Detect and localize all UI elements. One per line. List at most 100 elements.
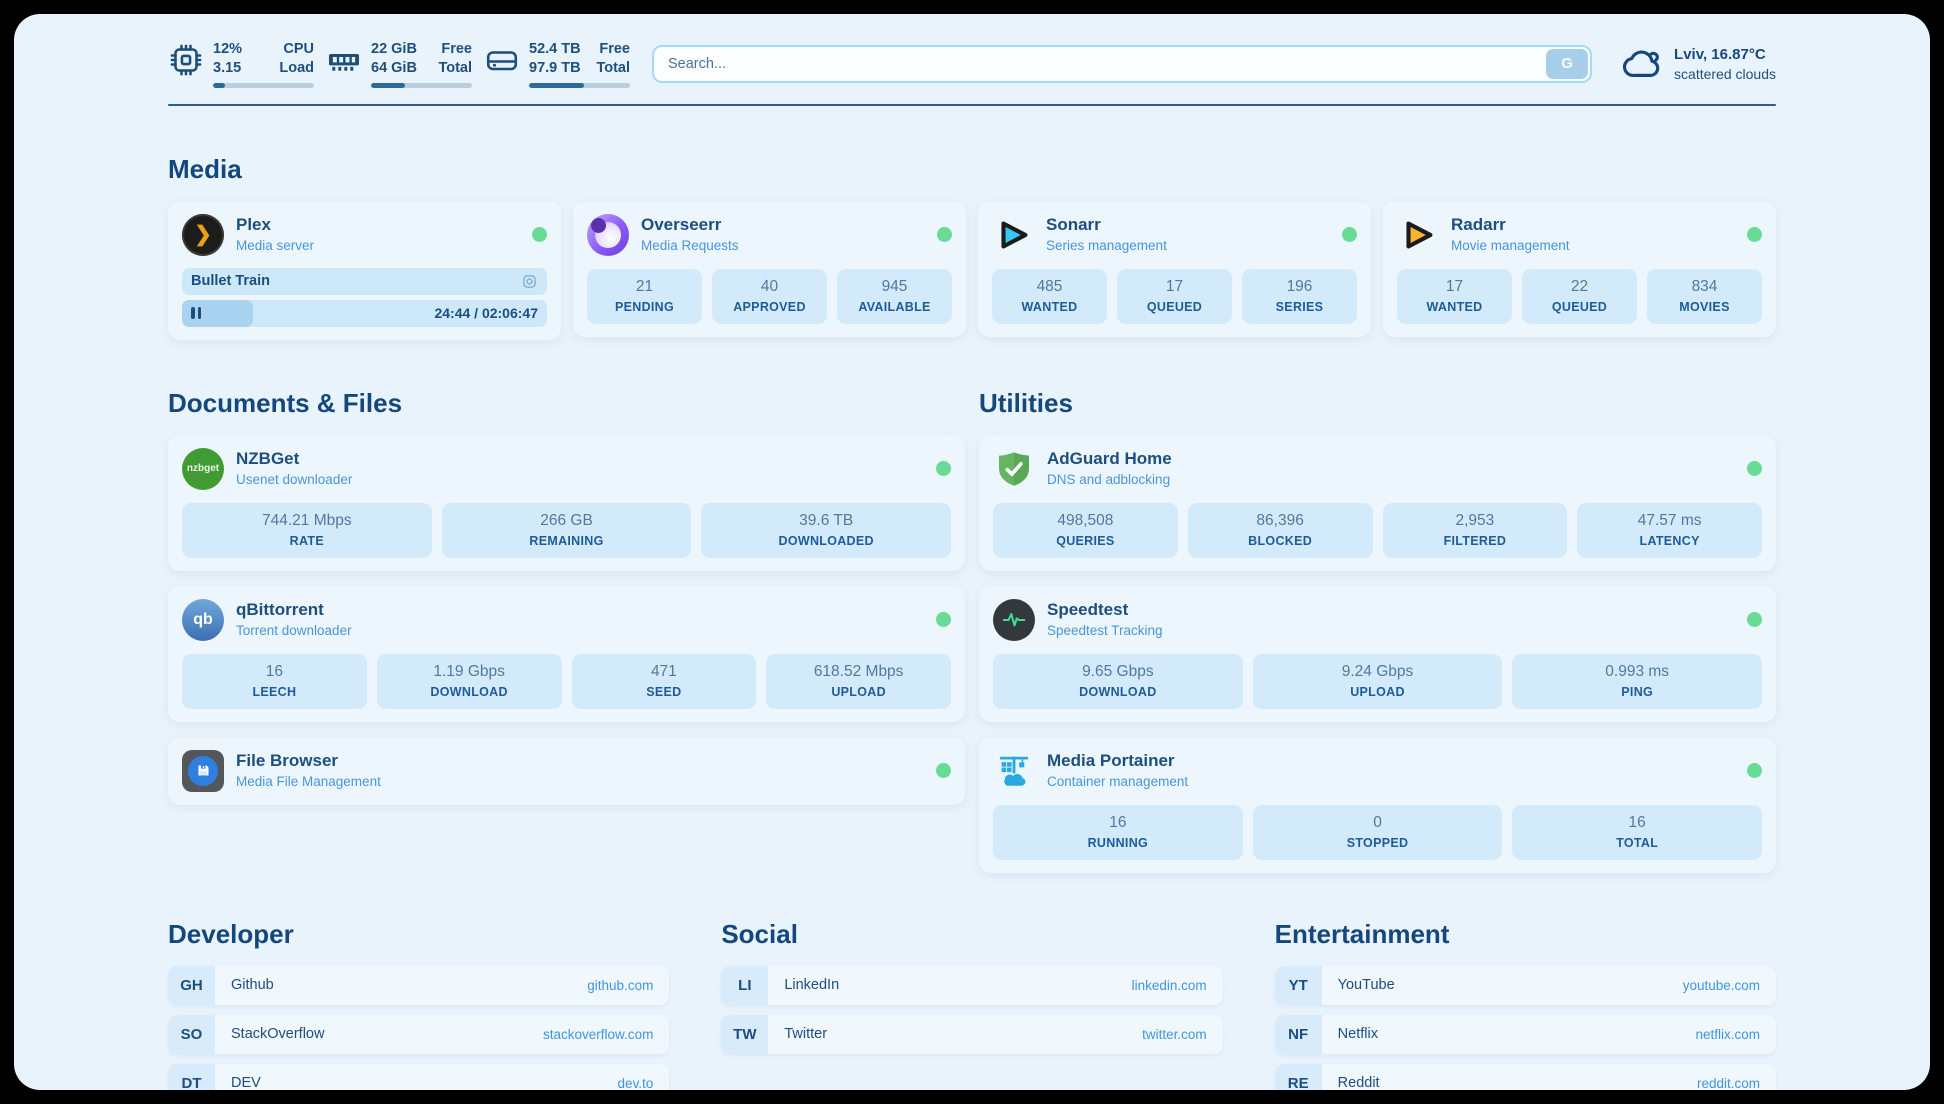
bookmark-name: Netflix xyxy=(1337,1026,1378,1043)
stat-box: 16 LEECH xyxy=(182,653,367,709)
app-card-nzbget[interactable]: nzbget NZBGet Usenet downloader 744.21 M… xyxy=(168,434,965,571)
bookmark-url[interactable]: github.com xyxy=(587,977,654,993)
portainer-icon xyxy=(993,750,1035,792)
stat-box: 40 APPROVED xyxy=(712,268,827,324)
stat-box: 86,396 BLOCKED xyxy=(1187,502,1373,558)
bookmark-github[interactable]: GH Github github.com xyxy=(168,965,670,1005)
app-card-radarr[interactable]: Radarr Movie management 17 WANTED 22 QUEUE… xyxy=(1383,200,1776,337)
app-subtitle: Movie management xyxy=(1451,238,1570,254)
bookmark-reddit[interactable]: RE Reddit reddit.com xyxy=(1274,1063,1776,1090)
bookmarks-section: Developer GH Github github.com SO StackO… xyxy=(168,919,1776,1090)
app-card-overseerr[interactable]: Overseerr Media Requests 21 PENDING 40 APP… xyxy=(573,200,966,337)
bookmark-name: YouTube xyxy=(1337,977,1395,994)
cpu-load-label: Load xyxy=(279,59,314,76)
app-name: Speedtest xyxy=(1047,599,1129,619)
bookmark-abbr-badge: YT xyxy=(1274,965,1322,1005)
media-cards-row: ❯ Plex Media server Bullet Train xyxy=(168,200,1776,340)
bookmark-abbr-badge: LI xyxy=(721,965,769,1005)
bookmark-dev[interactable]: DT DEV dev.to xyxy=(168,1063,670,1090)
app-name: Media Portainer xyxy=(1047,750,1175,770)
bookmark-group-title: Developer xyxy=(168,918,294,949)
ram-free-label: Free xyxy=(441,41,472,57)
app-subtitle: Container management xyxy=(1047,774,1189,790)
app-card-portainer[interactable]: Media Portainer Container management 16 R… xyxy=(979,736,1776,873)
app-card-qbittorrent[interactable]: qb qBittorrent Torrent downloader 16 LEEC… xyxy=(168,585,965,722)
app-card-adguard[interactable]: AdGuard Home DNS and adblocking 498,508 Q… xyxy=(979,434,1776,571)
bookmark-url[interactable]: dev.to xyxy=(617,1075,654,1090)
status-dot xyxy=(1747,461,1762,477)
now-playing-title: Bullet Train xyxy=(191,273,270,290)
pause-icon[interactable] xyxy=(191,307,201,320)
search-container: G xyxy=(652,44,1593,83)
bookmark-abbr-badge: SO xyxy=(168,1014,215,1054)
stat-box: 744.21 Mbps RATE xyxy=(182,502,432,558)
app-name: NZBGet xyxy=(236,448,300,468)
app-card-plex[interactable]: ❯ Plex Media server Bullet Train xyxy=(168,200,561,340)
stat-box: 471 SEED xyxy=(571,653,757,709)
stat-box: 266 GB REMAINING xyxy=(441,502,692,558)
top-bar: 12% CPU 3.15 Load 22 GiB Free 64 GiB Total xyxy=(168,40,1776,88)
bookmark-youtube[interactable]: YT YouTube youtube.com xyxy=(1274,965,1776,1005)
search-engine-button[interactable]: G xyxy=(1546,48,1589,79)
stat-box: 16 RUNNING xyxy=(993,804,1243,860)
stat-box: 618.52 Mbps UPLOAD xyxy=(766,653,951,709)
app-name: qBittorrent xyxy=(236,599,324,619)
bookmark-abbr-badge: GH xyxy=(168,965,215,1005)
bookmark-url[interactable]: netflix.com xyxy=(1695,1026,1760,1042)
app-subtitle: Media Requests xyxy=(641,238,739,254)
app-subtitle: Media server xyxy=(236,238,315,254)
ram-icon xyxy=(329,54,359,71)
app-subtitle: Speedtest Tracking xyxy=(1047,623,1163,639)
stat-box: 17 WANTED xyxy=(1397,268,1512,324)
section-title-utilities: Utilities xyxy=(979,387,1073,418)
bookmark-abbr-badge: NF xyxy=(1274,1014,1322,1054)
bookmark-abbr-badge: RE xyxy=(1274,1063,1322,1090)
app-card-speedtest[interactable]: Speedtest Speedtest Tracking 9.65 Gbps DO… xyxy=(979,585,1776,722)
bookmark-url[interactable]: twitter.com xyxy=(1142,1026,1207,1042)
filebrowser-icon xyxy=(182,749,224,792)
status-dot xyxy=(936,461,951,477)
bookmark-netflix[interactable]: NF Netflix netflix.com xyxy=(1274,1014,1776,1054)
bookmark-url[interactable]: reddit.com xyxy=(1696,1075,1760,1090)
status-dot xyxy=(1747,763,1762,779)
status-dot xyxy=(937,227,952,243)
stat-box: 16 TOTAL xyxy=(1512,804,1763,860)
bookmark-group-entertainment: Entertainment YT YouTube youtube.com NF … xyxy=(1274,919,1776,1090)
app-card-filebrowser[interactable]: File Browser Media File Management xyxy=(168,736,965,805)
cloud-icon xyxy=(1623,50,1660,77)
bookmark-url[interactable]: youtube.com xyxy=(1682,977,1760,993)
status-dot xyxy=(1747,227,1762,243)
bookmark-linkedin[interactable]: LI LinkedIn linkedin.com xyxy=(721,965,1223,1005)
bookmark-url[interactable]: stackoverflow.com xyxy=(543,1026,654,1042)
cpu-usage-value: 12% xyxy=(213,41,243,57)
stat-box: 47.57 ms LATENCY xyxy=(1577,502,1762,558)
ram-total-label: Total xyxy=(438,59,472,76)
plex-icon: ❯ xyxy=(182,213,224,256)
disk-icon xyxy=(486,51,518,71)
radarr-icon xyxy=(1397,214,1439,256)
app-name: File Browser xyxy=(236,750,339,770)
bookmark-name: StackOverflow xyxy=(231,1026,325,1043)
app-subtitle: Usenet downloader xyxy=(236,472,353,488)
weather-location-temp: Lviv, 16.87°C xyxy=(1674,46,1766,63)
plex-progress-bar[interactable]: 24:44 / 02:06:47 xyxy=(182,299,547,327)
section-title-media: Media xyxy=(168,153,242,184)
stat-box: 0.993 ms PING xyxy=(1512,653,1763,709)
middle-columns: Documents & Files nzbget NZBGet Usenet d… xyxy=(168,340,1776,873)
stat-box: 22 QUEUED xyxy=(1522,268,1637,324)
plex-now-playing-row: Bullet Train xyxy=(182,267,547,295)
stat-box: 0 STOPPED xyxy=(1252,804,1503,860)
status-dot xyxy=(532,227,547,243)
cpu-metric-widget: 12% CPU 3.15 Load xyxy=(168,40,314,88)
app-card-sonarr[interactable]: Sonarr Series management 485 WANTED 17 QUE… xyxy=(978,200,1371,337)
cpu-load-value: 3.15 xyxy=(213,59,242,76)
bookmark-stackoverflow[interactable]: SO StackOverflow stackoverflow.com xyxy=(168,1014,670,1054)
adguard-icon xyxy=(993,448,1035,490)
session-settings-icon[interactable] xyxy=(521,273,538,290)
bookmark-twitter[interactable]: TW Twitter twitter.com xyxy=(721,1014,1223,1054)
bookmark-name: Reddit xyxy=(1337,1075,1380,1090)
search-input[interactable] xyxy=(652,44,1593,83)
qbittorrent-icon: qb xyxy=(182,598,224,641)
bookmark-url[interactable]: linkedin.com xyxy=(1131,977,1207,993)
app-subtitle: Series management xyxy=(1046,238,1167,254)
